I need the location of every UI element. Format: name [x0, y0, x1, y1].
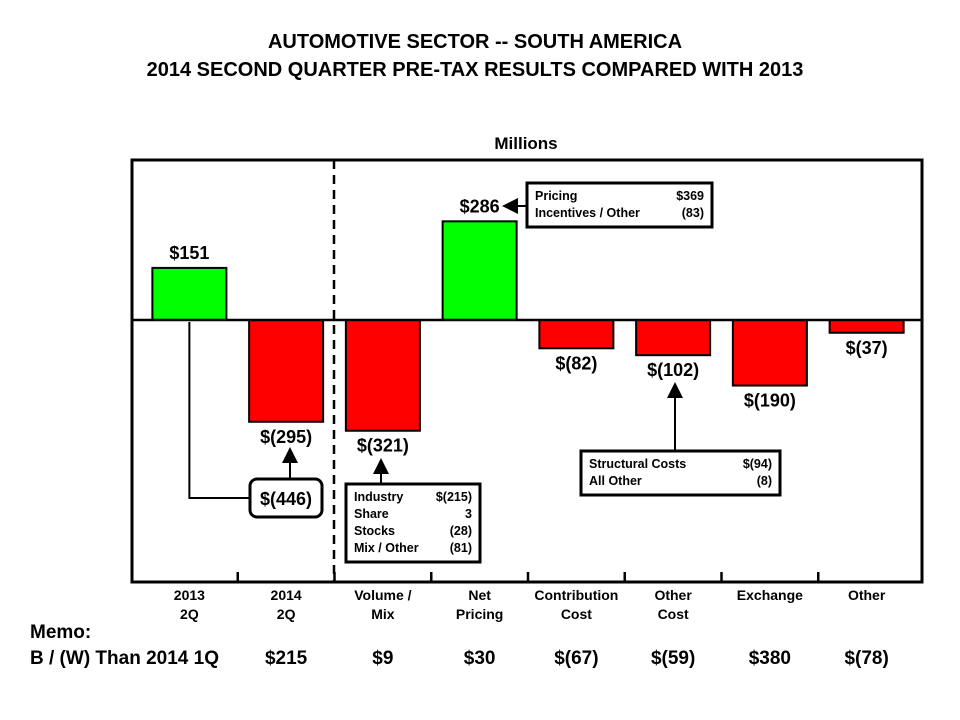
x-tick-label: Other: [848, 587, 886, 603]
value-label: $(82): [555, 353, 597, 373]
detail-label: Stocks: [354, 524, 395, 538]
x-tick-label: Contribution: [534, 587, 618, 603]
memo-value: $(78): [844, 648, 888, 669]
x-tick-label: 2Q: [277, 606, 296, 622]
x-tick-label: Volume /: [354, 587, 411, 603]
detail-label: Mix / Other: [354, 541, 419, 555]
value-label: $286: [460, 196, 500, 216]
value-label: $(102): [647, 360, 699, 380]
change-box: [248, 477, 324, 519]
detail-value: (8): [757, 474, 772, 488]
detail-value: (81): [450, 541, 472, 555]
memo-value: $380: [749, 648, 791, 669]
bar: [344, 319, 421, 432]
memo-value: $(67): [554, 648, 598, 669]
y-unit-label: Millions: [494, 134, 557, 153]
bar: [731, 319, 808, 387]
change-label: $(446): [260, 489, 312, 509]
pricing-detail-box: [525, 181, 714, 229]
x-tick-label: Mix: [371, 606, 395, 622]
chart-title: AUTOMOTIVE SECTOR -- SOUTH AMERICA: [268, 31, 682, 53]
x-tick-label: Cost: [561, 606, 592, 622]
other-cost-detail-box: [579, 449, 782, 497]
detail-label: All Other: [589, 474, 642, 488]
detail-value: $369: [676, 189, 704, 203]
detail-value: (28): [450, 524, 472, 538]
detail-label: Pricing: [535, 189, 577, 203]
x-tick-label: 2Q: [180, 606, 199, 622]
x-tick-label: 2013: [174, 587, 205, 603]
detail-label: Structural Costs: [589, 457, 686, 471]
x-tick-label: Cost: [658, 606, 689, 622]
value-label: $(295): [260, 427, 312, 447]
value-label: $151: [169, 243, 209, 263]
chart-subtitle: 2014 SECOND QUARTER PRE-TAX RESULTS COMP…: [147, 59, 804, 81]
memo-row-label: B / (W) Than 2014 1Q: [30, 648, 219, 669]
bar: [635, 319, 712, 357]
detail-label: Industry: [354, 490, 403, 504]
memo-value: $30: [464, 648, 496, 669]
detail-label: Share: [354, 507, 389, 521]
bar: [538, 319, 615, 350]
value-label: $(37): [846, 338, 888, 358]
bar: [248, 319, 325, 423]
bar: [151, 266, 228, 321]
value-label: $(321): [357, 436, 409, 456]
connector-line: [188, 322, 250, 499]
x-tick-label: Other: [654, 587, 692, 603]
memo-value: $215: [265, 648, 308, 669]
volume-mix-detail-box: [344, 482, 482, 564]
detail-value: 3: [465, 507, 472, 521]
x-tick-label: Net: [468, 587, 491, 603]
detail-value: $(94): [743, 457, 772, 471]
detail-label: Incentives / Other: [535, 206, 640, 220]
x-tick-label: 2014: [271, 587, 302, 603]
x-tick-label: Exchange: [737, 587, 803, 603]
value-label: $(190): [744, 391, 796, 411]
memo-title: Memo:: [30, 622, 91, 643]
memo-value: $9: [372, 648, 393, 669]
bar: [828, 319, 905, 334]
detail-value: $(215): [436, 490, 472, 504]
detail-value: (83): [682, 206, 704, 220]
x-tick-label: Pricing: [456, 606, 503, 622]
bar: [441, 220, 518, 321]
memo-value: $(59): [651, 648, 695, 669]
